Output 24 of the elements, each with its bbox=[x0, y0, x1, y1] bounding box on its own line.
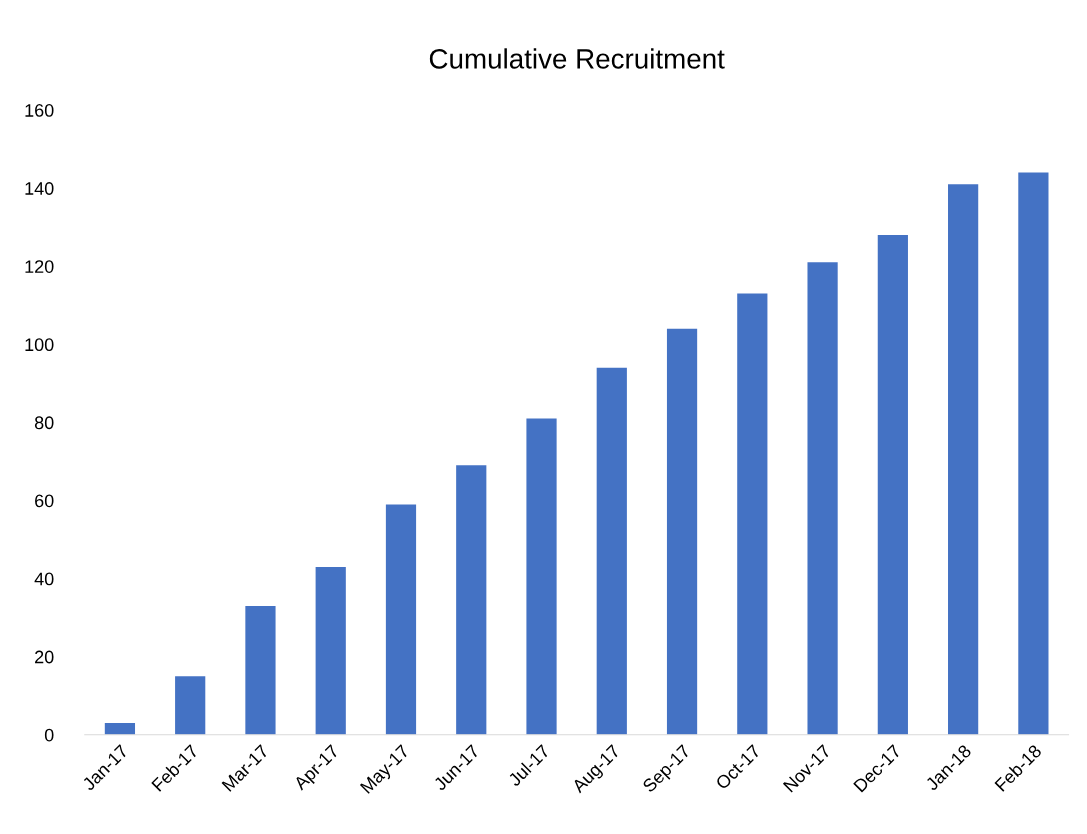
bar bbox=[104, 723, 136, 735]
bar bbox=[807, 262, 838, 735]
y-tick-label: 0 bbox=[44, 728, 54, 742]
bar bbox=[596, 367, 627, 735]
y-tick-label: 120 bbox=[25, 260, 54, 273]
y-tick-label: 40 bbox=[34, 572, 54, 586]
bar bbox=[1018, 172, 1049, 735]
bar bbox=[385, 504, 417, 735]
y-tick-label: 100 bbox=[25, 338, 54, 352]
bar bbox=[948, 184, 979, 735]
y-tick-label: 140 bbox=[25, 182, 54, 195]
bar bbox=[175, 676, 206, 735]
bar bbox=[737, 293, 768, 735]
bar bbox=[666, 328, 698, 735]
bar bbox=[526, 418, 557, 735]
bar bbox=[877, 235, 908, 735]
y-tick-label: 20 bbox=[35, 650, 54, 664]
y-tick-label: 160 bbox=[25, 104, 54, 117]
bar bbox=[315, 566, 346, 735]
y-tick-label: 80 bbox=[34, 416, 54, 430]
bar bbox=[245, 605, 276, 735]
bar bbox=[456, 465, 487, 735]
y-tick-label: 60 bbox=[35, 494, 54, 508]
chart-title: Cumulative Recruitment bbox=[429, 48, 725, 69]
